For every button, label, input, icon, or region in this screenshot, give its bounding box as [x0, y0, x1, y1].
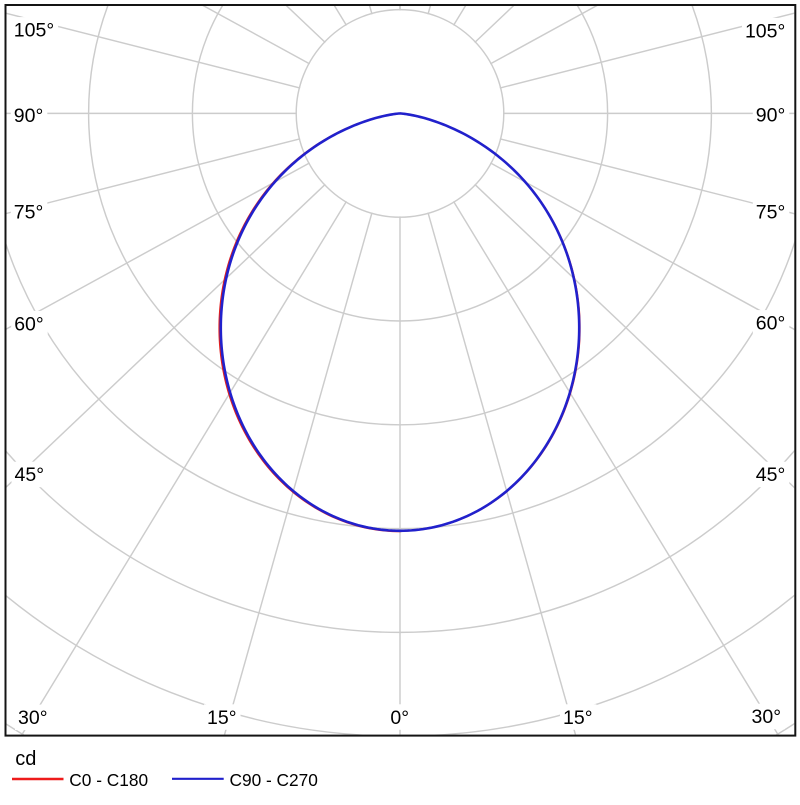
- svg-text:15°: 15°: [563, 707, 593, 729]
- svg-text:60°: 60°: [756, 313, 786, 335]
- svg-text:0°: 0°: [390, 707, 409, 729]
- svg-text:60°: 60°: [14, 313, 44, 335]
- svg-text:105°: 105°: [14, 20, 54, 42]
- svg-text:90°: 90°: [14, 105, 44, 127]
- svg-text:30°: 30°: [18, 707, 48, 729]
- svg-text:C0 - C180: C0 - C180: [69, 770, 148, 790]
- svg-text:75°: 75°: [14, 201, 44, 223]
- svg-text:75°: 75°: [756, 201, 786, 223]
- svg-text:C90 - C270: C90 - C270: [230, 770, 318, 790]
- svg-text:cd: cd: [15, 748, 36, 770]
- svg-text:30°: 30°: [752, 706, 782, 728]
- svg-text:45°: 45°: [15, 464, 45, 486]
- svg-text:45°: 45°: [756, 464, 786, 486]
- svg-text:15°: 15°: [207, 707, 237, 729]
- svg-text:90°: 90°: [756, 104, 786, 126]
- svg-text:105°: 105°: [745, 20, 785, 42]
